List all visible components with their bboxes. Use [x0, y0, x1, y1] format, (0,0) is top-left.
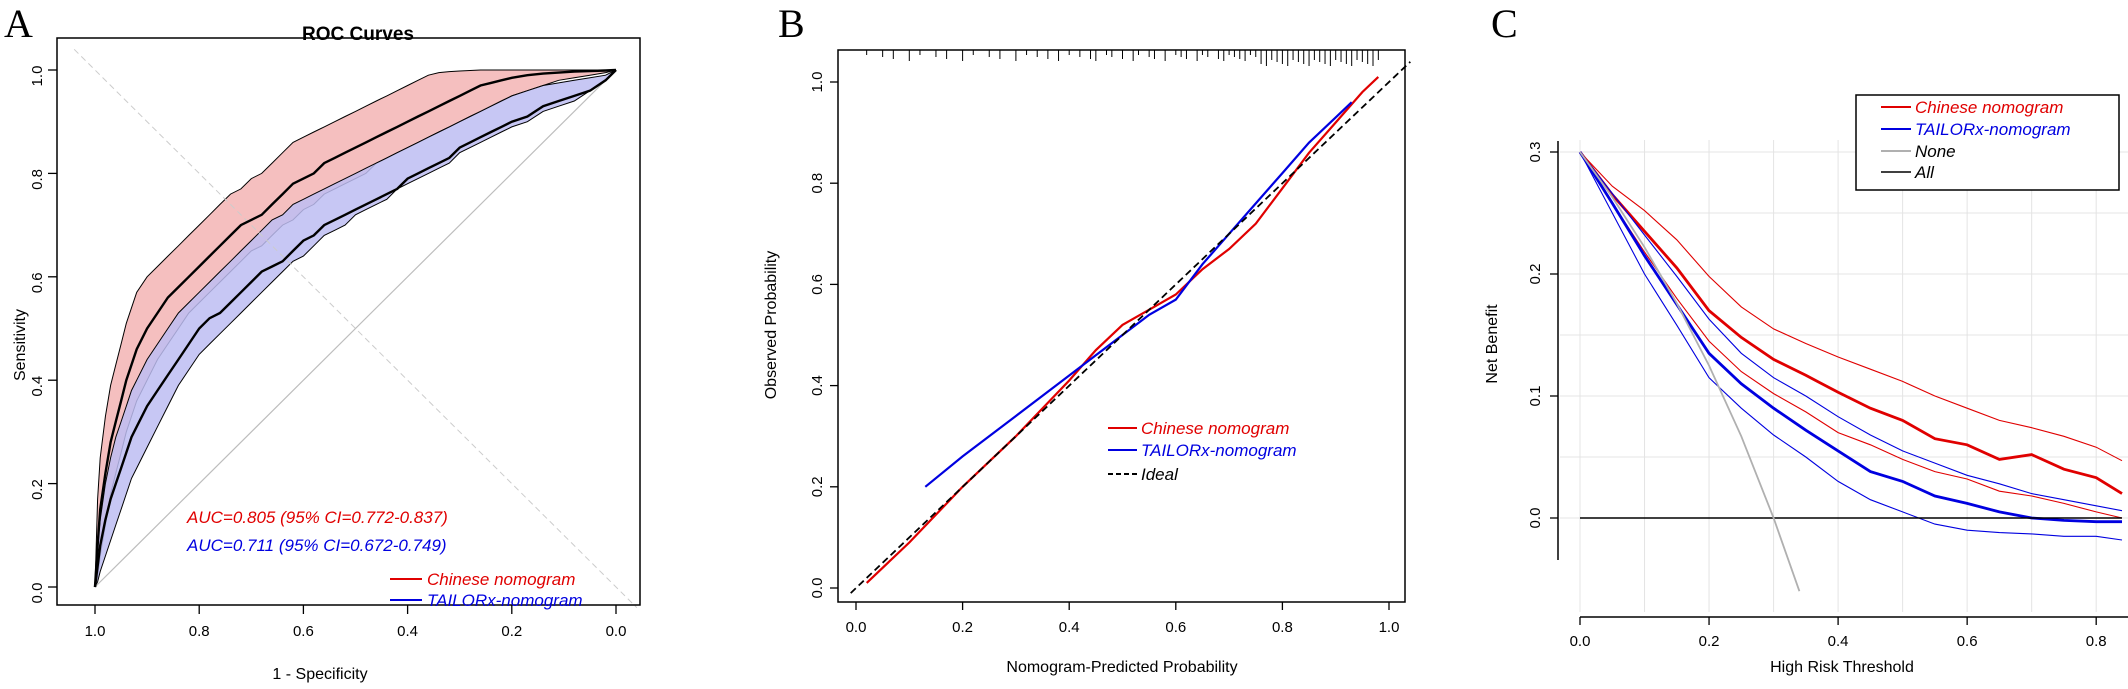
calibration-x-tick-label-2: 0.4: [1059, 619, 1080, 636]
calibration-y-tick-label-1: 0.2: [809, 476, 826, 497]
decision-ci-lower-chinese-nomogram: [1579, 151, 2123, 519]
calibration-y-tick-label-0: 0.0: [809, 578, 826, 599]
panel-letter-c: C: [1491, 1, 1518, 46]
roc-curve-chinese-nomogram: [93, 68, 617, 588]
roc-x-tick-label-2: 0.6: [293, 623, 314, 640]
calibration-series-lines: [850, 61, 1411, 594]
decision-y-tick-label-3: 0.3: [1527, 142, 1544, 163]
decision-y-tick-label-1: 0.1: [1527, 386, 1544, 407]
calibration-legend-label-tailorx: TAILORx-nomogram: [1141, 441, 1297, 460]
calibration-x-tick-label-0: 0.0: [846, 619, 867, 636]
calibration-y-tick-label-2: 0.4: [809, 375, 826, 396]
calibration-x-tick-label-3: 0.6: [1165, 619, 1186, 636]
roc-y-tick-label-1: 0.2: [29, 479, 46, 500]
roc-legend: Chinese nomogram TAILORx-nomogram: [390, 570, 583, 610]
decision-x-tick-label-1: 0.2: [1699, 633, 1720, 650]
roc-series-lines: [93, 68, 617, 588]
decision-curve-grid: [1560, 140, 2128, 612]
auc-annotation-chinese: AUC=0.805 (95% CI=0.772-0.837): [186, 508, 448, 527]
calibration-legend-label-ideal: Ideal: [1141, 465, 1179, 484]
roc-chance-diagonal: [94, 69, 617, 588]
decision-curve-x-ticks: 0.0 0.2 0.4 0.6 0.8: [1570, 617, 2107, 650]
calibration-x-tick-label-4: 0.8: [1272, 619, 1293, 636]
roc-y-ticks: 0.0 0.2 0.4 0.6 0.8 1.0: [29, 66, 57, 604]
decision-ci-upper-tailorx-nomogram: [1579, 151, 2123, 512]
decision-curve-x-axis-title: High Risk Threshold: [1770, 659, 1914, 676]
roc-y-tick-label-3: 0.6: [29, 272, 46, 293]
decision-curve-y-ticks: 0.0 0.1 0.2 0.3: [1527, 142, 1558, 529]
roc-x-tick-label-3: 0.4: [397, 623, 418, 640]
panel-a-roc-chart: ROC Curves 1.0 0.8 0.6 0.4 0.2 0.0 0.00.20.40…: [12, 24, 641, 683]
roc-plot-frame: [56, 37, 641, 606]
decision-curve-series-lines: [1578, 151, 2123, 592]
decision-curve-legend: Chinese nomogram TAILORx-nomogram None A…: [1855, 94, 2120, 191]
roc-reference-lines: [73, 48, 638, 609]
decision-y-tick-label-2: 0.2: [1527, 264, 1544, 285]
calibration-plot-frame: [837, 49, 1406, 603]
calibration-y-ticks: 0.0 0.2 0.4 0.6 0.8 1.0: [809, 72, 838, 599]
calibration-y-tick-label-5: 1.0: [809, 72, 826, 93]
roc-legend-label-chinese: Chinese nomogram: [427, 570, 575, 589]
roc-y-tick-label-2: 0.4: [29, 376, 46, 397]
decision-line-all: [1579, 151, 1801, 592]
roc-cross-diagonal: [73, 48, 638, 609]
calibration-y-tick-label-4: 0.8: [809, 173, 826, 194]
calibration-y-axis-title: Observed Probability: [763, 251, 780, 400]
roc-y-axis-title: Sensitivity: [12, 309, 29, 381]
decision-curve-legend-label-chinese: Chinese nomogram: [1915, 98, 2063, 117]
decision-curve-y-axis-title: Net Benefit: [1484, 304, 1501, 384]
decision-curve-legend-label-none: None: [1915, 142, 1956, 161]
roc-x-tick-label-0: 1.0: [85, 623, 106, 640]
roc-chart-title: ROC Curves: [302, 24, 414, 45]
calibration-line-ideal: [850, 61, 1411, 594]
panel-b-calibration-chart: 0.0 0.2 0.4 0.6 0.8 1.0 0.0 0.2 0.4 0.6 0.8 1.0 No…: [763, 49, 1411, 676]
decision-x-tick-label-2: 0.4: [1828, 633, 1849, 650]
decision-ci-lower-tailorx-nomogram: [1579, 151, 2123, 541]
calibration-x-ticks: 0.0 0.2 0.4 0.6 0.8 1.0: [846, 602, 1400, 636]
panel-letter-a: A: [4, 1, 33, 46]
calibration-x-tick-label-1: 0.2: [952, 619, 973, 636]
panel-letter-b: B: [778, 1, 805, 46]
roc-y-tick-label-5: 1.0: [29, 66, 46, 87]
decision-ci-upper-chinese-nomogram: [1579, 151, 2123, 462]
decision-x-tick-label-4: 0.8: [2086, 633, 2107, 650]
roc-x-ticks: 1.0 0.8 0.6 0.4 0.2 0.0: [85, 605, 627, 640]
roc-x-tick-label-5: 0.0: [606, 623, 627, 640]
calibration-line-tailorx-nomogram: [924, 101, 1353, 488]
calibration-legend: Chinese nomogram TAILORx-nomogram Ideal: [1108, 419, 1297, 484]
decision-curve-legend-box: [1855, 94, 2120, 191]
decision-curve-legend-label-all: All: [1914, 163, 1935, 182]
calibration-rug: [866, 50, 1379, 66]
decision-x-tick-label-0: 0.0: [1570, 633, 1591, 650]
panel-c-decision-curve-chart: 0.0 0.2 0.4 0.6 0.8 0.0 0.1 0.2 0.3 High Risk T…: [1484, 94, 2128, 676]
calibration-x-tick-label-5: 1.0: [1379, 619, 1400, 636]
decision-line-chinese-nomogram: [1578, 151, 2123, 495]
auc-annotation-tailorx: AUC=0.711 (95% CI=0.672-0.749): [186, 536, 447, 555]
roc-y-tick-label-0: 0.0: [29, 583, 46, 604]
roc-curve-tailorx-nomogram: [93, 69, 617, 588]
decision-line-tailorx-nomogram: [1578, 151, 2122, 524]
roc-y-tick-label-4: 0.8: [29, 169, 46, 190]
roc-x-tick-label-1: 0.8: [189, 623, 210, 640]
decision-y-tick-label-0: 0.0: [1527, 508, 1544, 529]
calibration-legend-label-chinese: Chinese nomogram: [1141, 419, 1289, 438]
roc-x-axis-title: 1 - Specificity: [272, 666, 367, 683]
decision-curve-legend-label-tailorx: TAILORx-nomogram: [1915, 120, 2071, 139]
decision-x-tick-label-3: 0.6: [1957, 633, 1978, 650]
calibration-x-axis-title: Nomogram-Predicted Probability: [1006, 659, 1237, 676]
roc-x-tick-label-4: 0.2: [501, 623, 522, 640]
calibration-y-tick-label-3: 0.6: [809, 274, 826, 295]
roc-legend-label-tailorx: TAILORx-nomogram: [427, 591, 583, 610]
